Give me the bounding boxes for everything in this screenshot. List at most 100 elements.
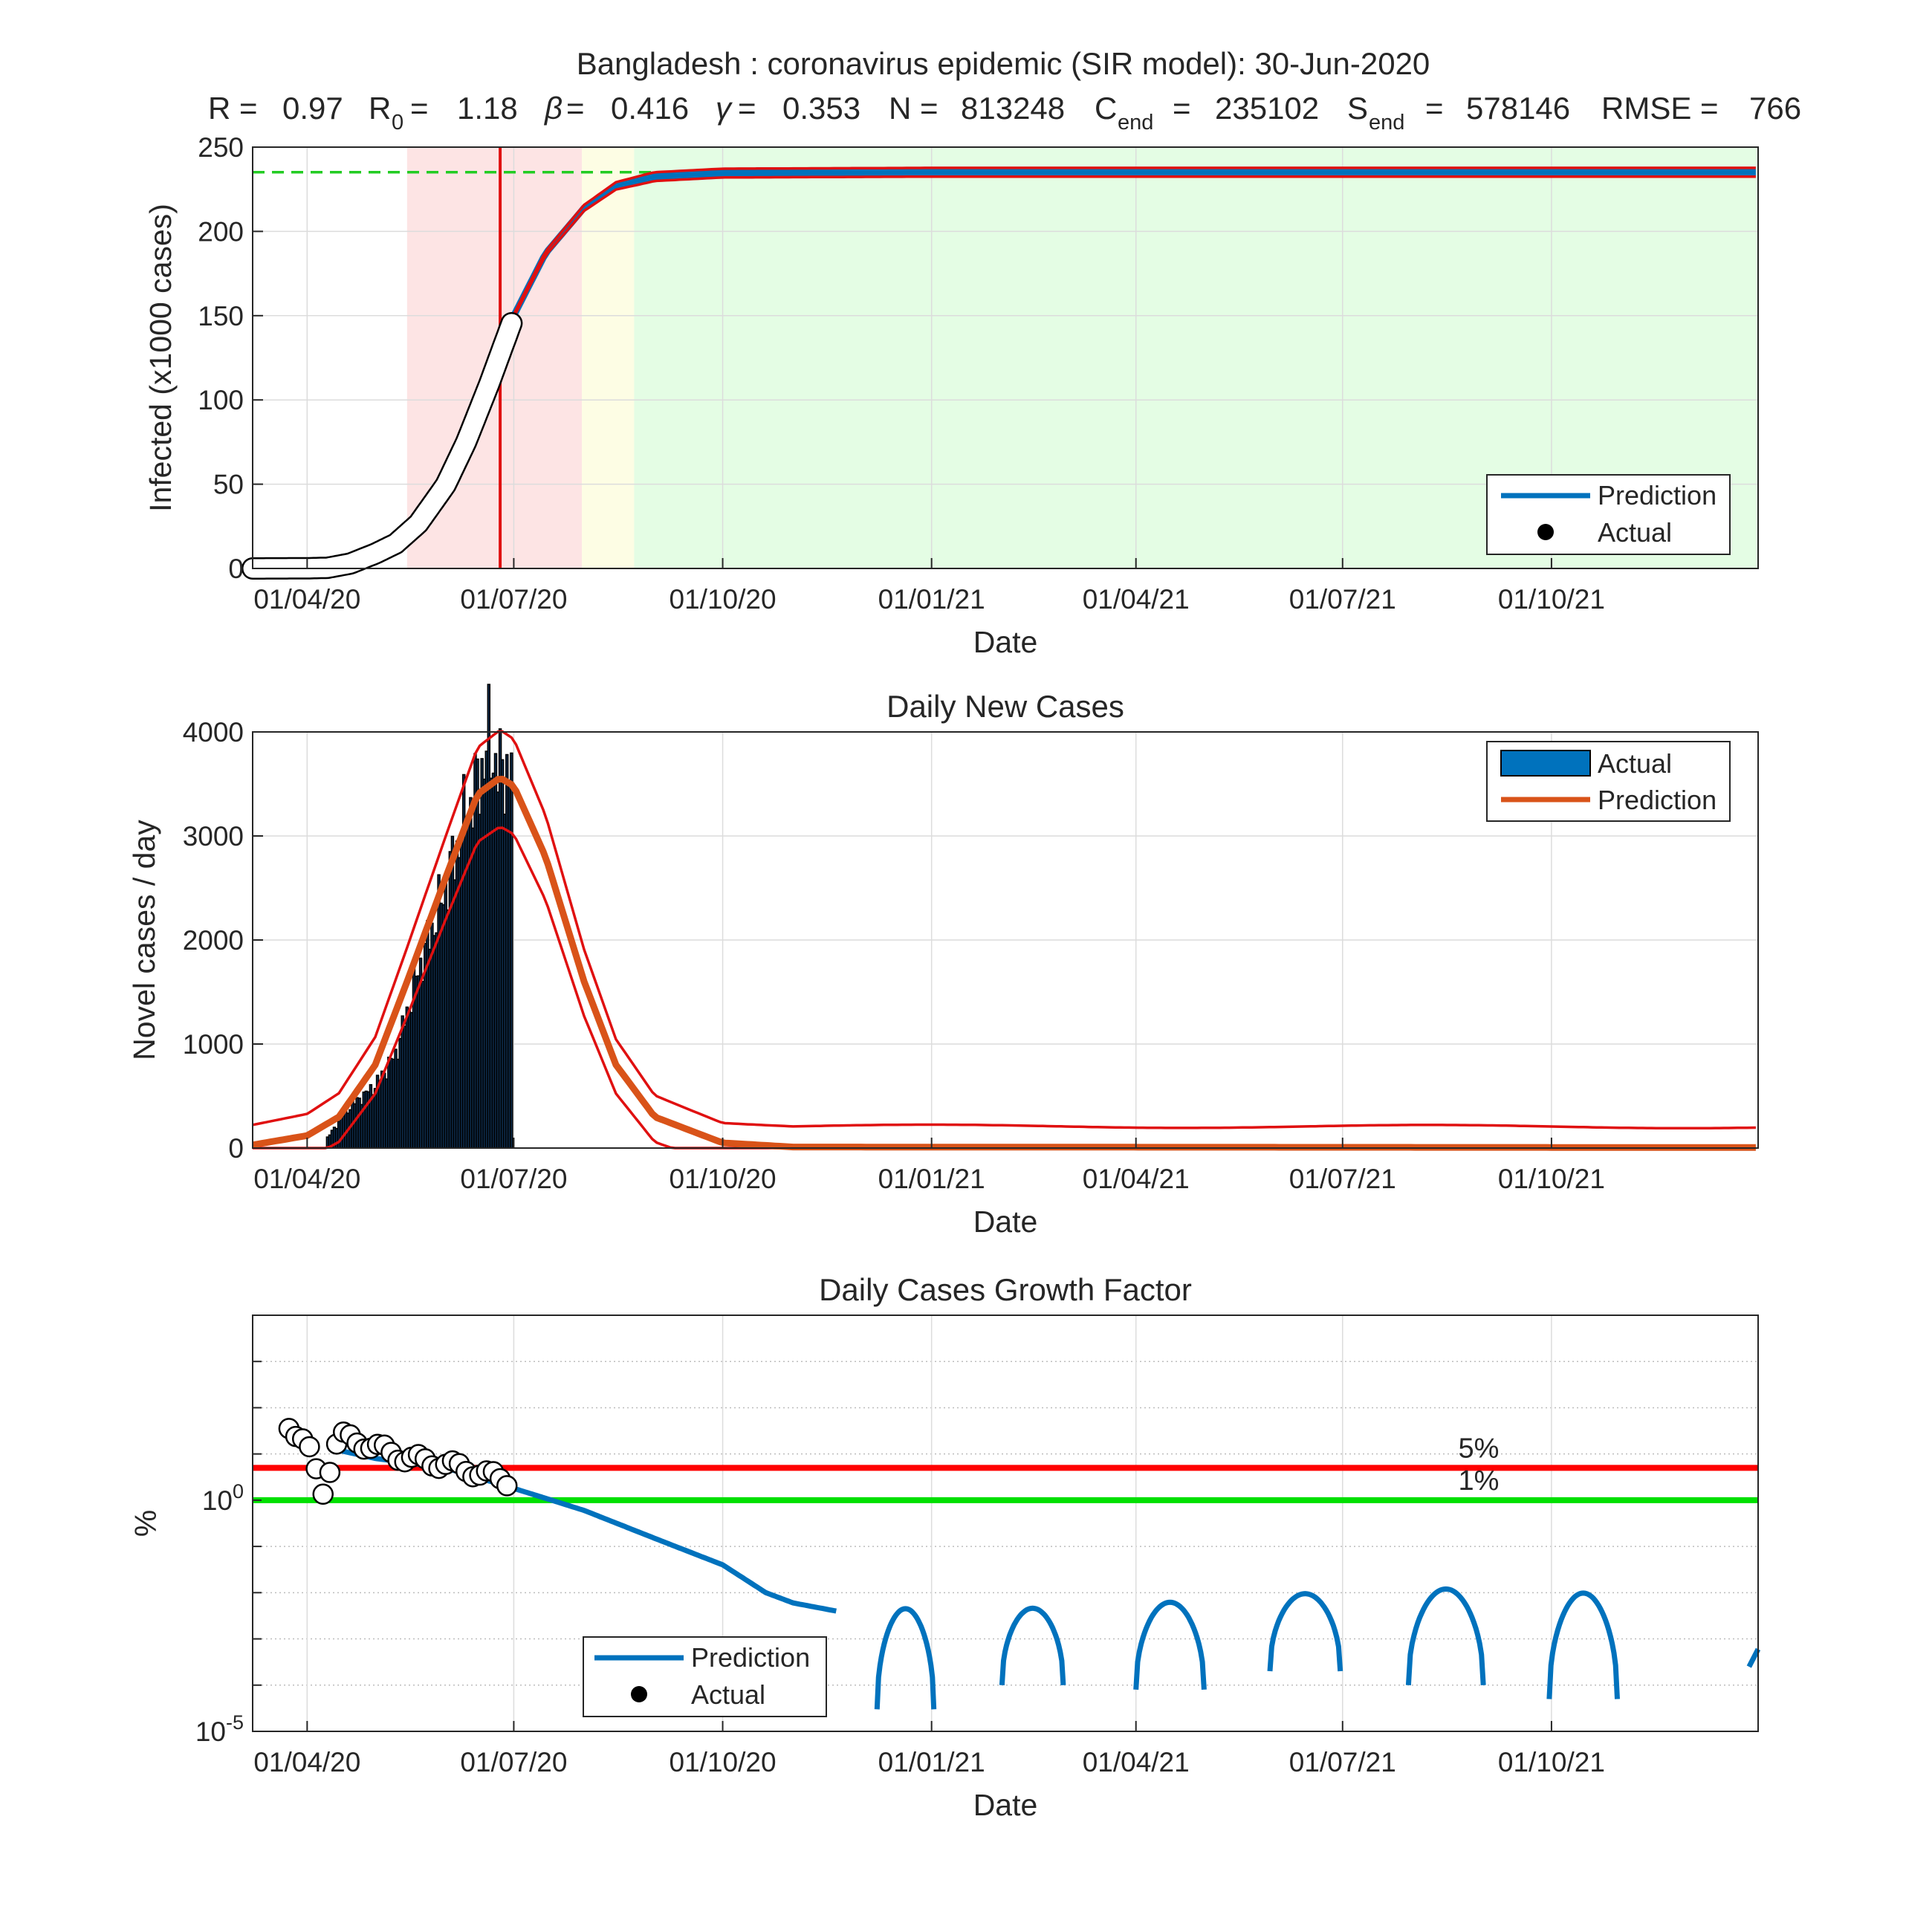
y-tick-label: 100 bbox=[198, 385, 244, 415]
param-gamma-value: 0.353 bbox=[782, 91, 860, 126]
growth-prediction-arc bbox=[1267, 1591, 1343, 1672]
param-cend-sub: end bbox=[1118, 111, 1153, 134]
x-tick-label: 01/10/21 bbox=[1498, 1164, 1605, 1194]
growth-factor-legend-box bbox=[583, 1636, 827, 1717]
x-tick-label: 01/07/20 bbox=[460, 584, 567, 615]
growth-actual-marker bbox=[312, 1483, 334, 1505]
infected-y-ticks: 0 50 100 150 200 250 bbox=[198, 132, 263, 584]
legend-actual-swatch bbox=[631, 1686, 647, 1702]
growth-prediction-arc bbox=[1746, 1647, 1761, 1668]
infected-x-label: Date bbox=[973, 625, 1038, 659]
y-tick-label: 1000 bbox=[183, 1029, 244, 1060]
param-r0-sub: 0 bbox=[392, 111, 403, 134]
daily-cases-bars bbox=[325, 684, 513, 1149]
infected-y-label: Infected (x1000 cases) bbox=[143, 204, 178, 512]
infected-x-ticks: 01/04/20 01/07/20 01/10/20 01/01/21 01/04/21… bbox=[253, 558, 1605, 615]
growth-factor-y-ticks: 100 10-5 bbox=[195, 1315, 262, 1747]
legend-actual-bar-swatch bbox=[1500, 750, 1591, 777]
infected-chart: 0 50 100 150 200 250 01/04/20 01/07/20 01/10/20… bbox=[143, 132, 1759, 659]
x-tick-label: 01/04/20 bbox=[253, 1164, 360, 1194]
x-tick-label: 01/04/21 bbox=[1083, 1164, 1190, 1194]
param-r0-value: 1.18 bbox=[457, 91, 518, 126]
growth-factor-y-label: % bbox=[129, 1510, 163, 1537]
param-send-value: 578146 bbox=[1466, 91, 1570, 126]
growth-prediction-line bbox=[338, 1448, 837, 1614]
x-tick-label: 01/01/21 bbox=[878, 1747, 985, 1777]
x-tick-label: 01/04/21 bbox=[1083, 584, 1190, 615]
x-tick-label: 01/10/20 bbox=[670, 1747, 777, 1777]
param-rmse-value: 766 bbox=[1749, 91, 1801, 126]
growth-factor-legend: Prediction Actual bbox=[583, 1636, 827, 1717]
y-tick-label: 10-5 bbox=[195, 1711, 244, 1747]
legend-actual-label: Actual bbox=[1598, 748, 1672, 779]
x-tick-label: 01/10/20 bbox=[670, 584, 777, 615]
param-n-value: 813248 bbox=[961, 91, 1065, 126]
growth-factor-axes-frame bbox=[252, 1315, 1759, 1732]
param-send-sub: end bbox=[1369, 111, 1404, 134]
growth-actual-marker bbox=[496, 1475, 518, 1497]
infected-legend: Prediction Actual bbox=[1486, 474, 1731, 555]
threshold-label: 5% bbox=[1459, 1433, 1500, 1464]
y-tick-label: 0 bbox=[228, 554, 244, 584]
param-r0-label: R bbox=[369, 91, 391, 126]
legend-prediction-label: Prediction bbox=[1598, 480, 1717, 510]
daily-cases-title: Daily New Cases bbox=[886, 689, 1124, 724]
param-n-label: N = bbox=[889, 91, 947, 126]
growth-prediction-arc bbox=[1546, 1590, 1620, 1699]
growth-actual-marker bbox=[299, 1436, 320, 1458]
x-tick-label: 01/07/20 bbox=[460, 1164, 567, 1194]
figure-suptitle: Bangladesh : coronavirus epidemic (SIR m… bbox=[577, 46, 1430, 81]
legend-prediction-label: Prediction bbox=[691, 1642, 810, 1673]
param-beta-value: 0.416 bbox=[611, 91, 689, 126]
y-tick-label: 50 bbox=[213, 470, 244, 500]
infected-axes-frame bbox=[252, 146, 1759, 569]
prediction-upper-bound bbox=[510, 166, 1756, 320]
legend-actual-swatch bbox=[1537, 524, 1554, 540]
x-tick-label: 01/07/21 bbox=[1289, 584, 1396, 615]
daily-cases-x-label: Date bbox=[973, 1205, 1038, 1239]
threshold-label: 1% bbox=[1459, 1465, 1500, 1497]
growth-factor-x-label: Date bbox=[973, 1788, 1038, 1822]
growth-factor-x-ticks: 01/04/20 01/07/20 01/10/20 01/01/21 01/04/21… bbox=[253, 1721, 1605, 1777]
daily-cases-chart: Daily New Cases 0 1000 2000 3000 4000 01/04/… bbox=[127, 684, 1759, 1239]
daily-cases-legend: Actual Prediction bbox=[1486, 741, 1731, 822]
growth-prediction-arc bbox=[874, 1606, 937, 1710]
x-tick-label: 01/01/21 bbox=[878, 1164, 985, 1194]
growth-prediction-arc bbox=[1405, 1586, 1486, 1686]
y-tick-label: 250 bbox=[198, 132, 244, 163]
x-tick-label: 01/04/20 bbox=[253, 1747, 360, 1777]
x-tick-label: 01/10/21 bbox=[1498, 1747, 1605, 1777]
x-tick-label: 01/10/20 bbox=[670, 1164, 777, 1194]
growth-factor-chart: Daily Cases Growth Factor 5%1% 100 10-5 0… bbox=[129, 1272, 1761, 1822]
legend-actual-label: Actual bbox=[691, 1679, 765, 1710]
daily-actual-bar bbox=[510, 752, 513, 1149]
infected-legend-box bbox=[1486, 474, 1731, 555]
daily-cases-y-ticks: 0 1000 2000 3000 4000 bbox=[183, 717, 263, 1164]
param-r-value: 0.97 bbox=[282, 91, 343, 126]
y-tick-label: 0 bbox=[228, 1133, 244, 1164]
param-send-label: S bbox=[1347, 91, 1368, 126]
x-tick-label: 01/04/21 bbox=[1083, 1747, 1190, 1777]
param-beta-label: β bbox=[543, 91, 563, 126]
y-tick-label: 2000 bbox=[183, 925, 244, 956]
y-tick-label: 4000 bbox=[183, 717, 244, 748]
y-tick-label: 150 bbox=[198, 301, 244, 331]
param-cend-label: C bbox=[1095, 91, 1117, 126]
x-tick-label: 01/07/20 bbox=[460, 1747, 567, 1777]
x-tick-label: 01/01/21 bbox=[878, 584, 985, 615]
x-tick-label: 01/07/21 bbox=[1289, 1164, 1396, 1194]
model-parameters: R = 0.97 R 0 = 1.18 β = 0.416 γ = 0.353 … bbox=[208, 91, 1801, 136]
growth-thresholds: 5%1% bbox=[253, 1433, 1758, 1503]
growth-prediction-arc bbox=[1133, 1599, 1207, 1690]
prediction-lower-bound bbox=[510, 175, 1756, 322]
prediction-line bbox=[508, 169, 1756, 322]
phase-band bbox=[582, 147, 635, 568]
growth-factor-series bbox=[278, 1418, 1761, 1710]
x-tick-label: 01/04/20 bbox=[253, 584, 360, 615]
daily-cases-x-ticks: 01/04/20 01/07/20 01/10/20 01/01/21 01/04/21… bbox=[253, 1138, 1605, 1194]
x-tick-label: 01/10/21 bbox=[1498, 584, 1605, 615]
param-r-label: R = bbox=[208, 91, 266, 126]
daily-cases-y-label: Novel cases / day bbox=[127, 820, 161, 1060]
x-tick-label: 01/07/21 bbox=[1289, 1747, 1396, 1777]
